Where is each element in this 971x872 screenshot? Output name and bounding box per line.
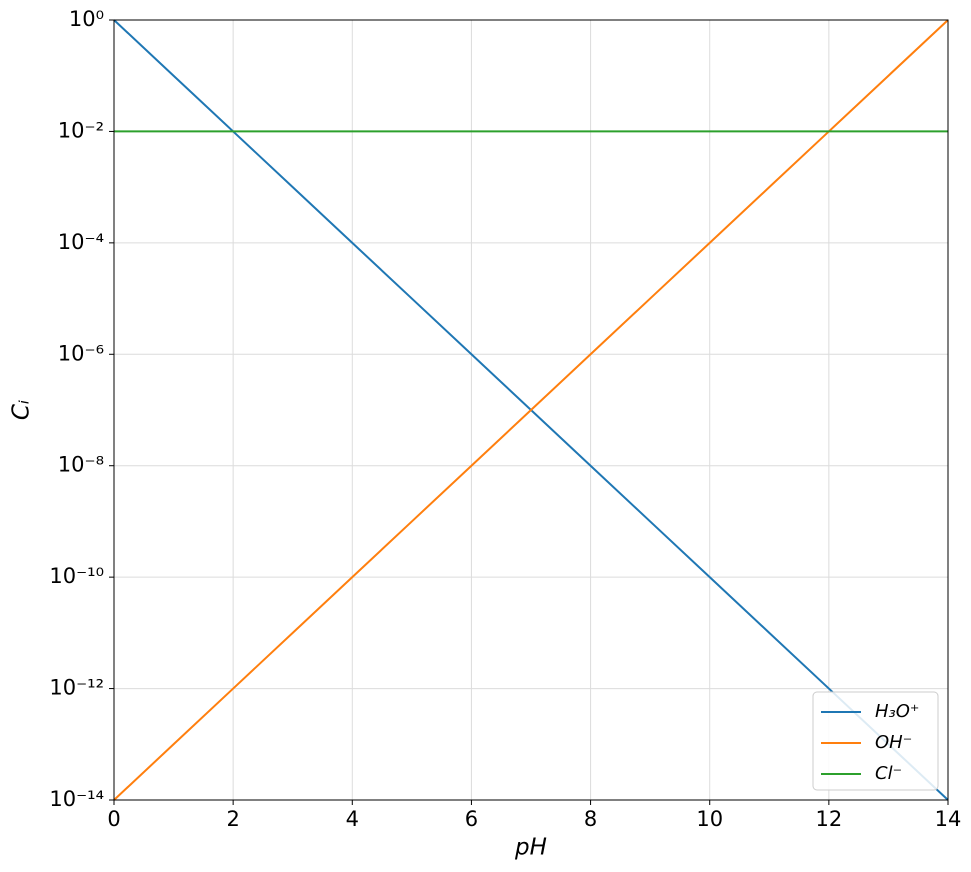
y-axis-label: Cᵢ [9,400,35,420]
y-tick-label: 10⁰ [69,7,104,31]
x-tick-label: 14 [935,807,962,831]
x-tick-label: 12 [815,807,842,831]
x-tick-label: 4 [346,807,359,831]
ticks: 0 2 4 6 8 10 12 14 10⁻¹⁴ 10⁻¹² 10⁻¹⁰ 10⁻⁸ 10⁻⁶ 10⁻⁴ 10… [49,7,961,831]
x-tick-label: 6 [465,807,478,831]
legend-label: OH⁻ [875,732,912,753]
plot-frame [113,19,949,801]
y-tick-label: 10⁻¹⁴ [49,787,104,811]
lines [113,19,949,801]
y-tick-label: 10⁻¹⁰ [49,564,104,588]
y-tick-label: 10⁻² [58,118,104,142]
x-tick-label: 0 [107,807,120,831]
x-tick-label: 10 [696,807,723,831]
y-tick-label: 10⁻⁶ [58,341,104,365]
grid [113,19,949,801]
line-series [113,19,949,801]
legend-box [812,691,939,791]
legend: H₃O⁺ OH⁻ Cl⁻ [812,691,939,791]
y-tick-label: 10⁻⁴ [58,230,104,254]
legend-label: Cl⁻ [875,763,902,784]
x-axis-label: pH [514,835,547,861]
x-tick-label: 8 [584,807,597,831]
y-tick-label: 10⁻⁸ [58,453,104,477]
legend-label: H₃O⁺ [875,701,919,722]
y-tick-label: 10⁻¹² [49,676,104,700]
x-tick-label: 2 [226,807,239,831]
